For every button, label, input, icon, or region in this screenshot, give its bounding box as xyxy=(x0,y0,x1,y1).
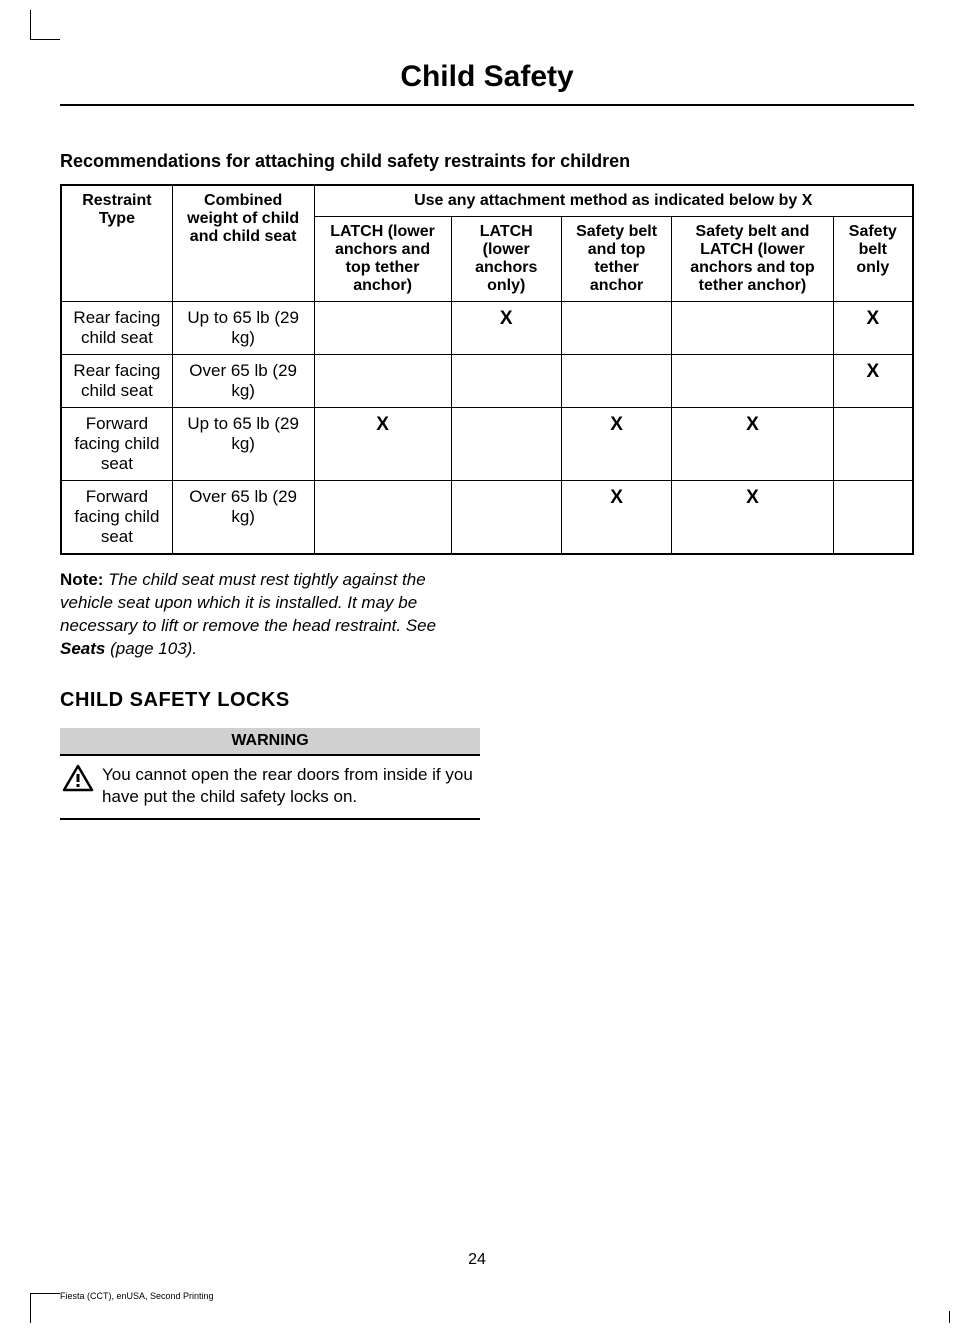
warning-box: WARNING You cannot open the rear doors f… xyxy=(60,728,480,820)
table-cell: X xyxy=(451,302,561,355)
crop-mark xyxy=(30,1293,60,1323)
th-belt-only: Safety belt only xyxy=(833,217,913,302)
table-cell: X xyxy=(833,302,913,355)
warning-header: WARNING xyxy=(60,728,480,756)
th-combined-weight: Combined weight of child and child seat xyxy=(172,185,314,302)
table-cell xyxy=(451,408,561,481)
table-cell: X xyxy=(672,408,833,481)
table-cell: Up to 65 lb (29 kg) xyxy=(172,302,314,355)
table-cell xyxy=(561,302,671,355)
child-safety-locks-heading: CHILD SAFETY LOCKS xyxy=(60,689,914,712)
note-text-before: The child seat must rest tightly against… xyxy=(60,570,436,635)
th-latch-lower: LATCH (lower anchors only) xyxy=(451,217,561,302)
warning-triangle-icon xyxy=(62,764,94,792)
crop-mark xyxy=(30,10,60,40)
crop-mark xyxy=(942,1311,950,1323)
table-cell xyxy=(451,355,561,408)
th-belt-latch: Safety belt and LATCH (lower anchors and… xyxy=(672,217,833,302)
th-latch-all: LATCH (lower anchors and top tether anch… xyxy=(314,217,451,302)
page-number: 24 xyxy=(0,1251,954,1269)
recommendations-heading: Recommendations for attaching child safe… xyxy=(60,151,914,172)
page-title: Child Safety xyxy=(60,60,914,106)
th-attachment-method: Use any attachment method as indicated b… xyxy=(314,185,913,217)
note-label: Note: xyxy=(60,570,103,589)
table-cell xyxy=(672,302,833,355)
table-cell: Over 65 lb (29 kg) xyxy=(172,481,314,555)
footer-text: Fiesta (CCT), enUSA, Second Printing xyxy=(60,1291,214,1301)
table-cell: X xyxy=(561,408,671,481)
th-belt-tether: Safety belt and top tether anchor xyxy=(561,217,671,302)
table-cell: Forward facing child seat xyxy=(61,408,172,481)
table-cell xyxy=(314,355,451,408)
table-cell xyxy=(314,302,451,355)
table-cell: Over 65 lb (29 kg) xyxy=(172,355,314,408)
table-cell xyxy=(561,355,671,408)
seats-reference: Seats xyxy=(60,639,105,658)
table-cell xyxy=(451,481,561,555)
warning-text: You cannot open the rear doors from insi… xyxy=(102,764,478,808)
table-cell: X xyxy=(833,355,913,408)
table-cell xyxy=(833,408,913,481)
table-cell xyxy=(833,481,913,555)
table-cell: X xyxy=(672,481,833,555)
table-cell: Up to 65 lb (29 kg) xyxy=(172,408,314,481)
th-restraint-type: Restraint Type xyxy=(61,185,172,302)
table-cell: Forward facing child seat xyxy=(61,481,172,555)
table-row: Forward facing child seatUp to 65 lb (29… xyxy=(61,408,913,481)
table-cell xyxy=(314,481,451,555)
table-cell: X xyxy=(561,481,671,555)
note-paragraph: Note: The child seat must rest tightly a… xyxy=(60,569,480,661)
table-row: Rear facing child seatUp to 65 lb (29 kg… xyxy=(61,302,913,355)
table-cell: Rear facing child seat xyxy=(61,302,172,355)
table-row: Rear facing child seatOver 65 lb (29 kg)… xyxy=(61,355,913,408)
table-cell xyxy=(672,355,833,408)
table-cell: X xyxy=(314,408,451,481)
warning-content: You cannot open the rear doors from insi… xyxy=(60,762,480,812)
recommendations-table: Restraint Type Combined weight of child … xyxy=(60,184,914,555)
note-text-after: (page 103). xyxy=(105,639,197,658)
table-row: Forward facing child seatOver 65 lb (29 … xyxy=(61,481,913,555)
table-cell: Rear facing child seat xyxy=(61,355,172,408)
